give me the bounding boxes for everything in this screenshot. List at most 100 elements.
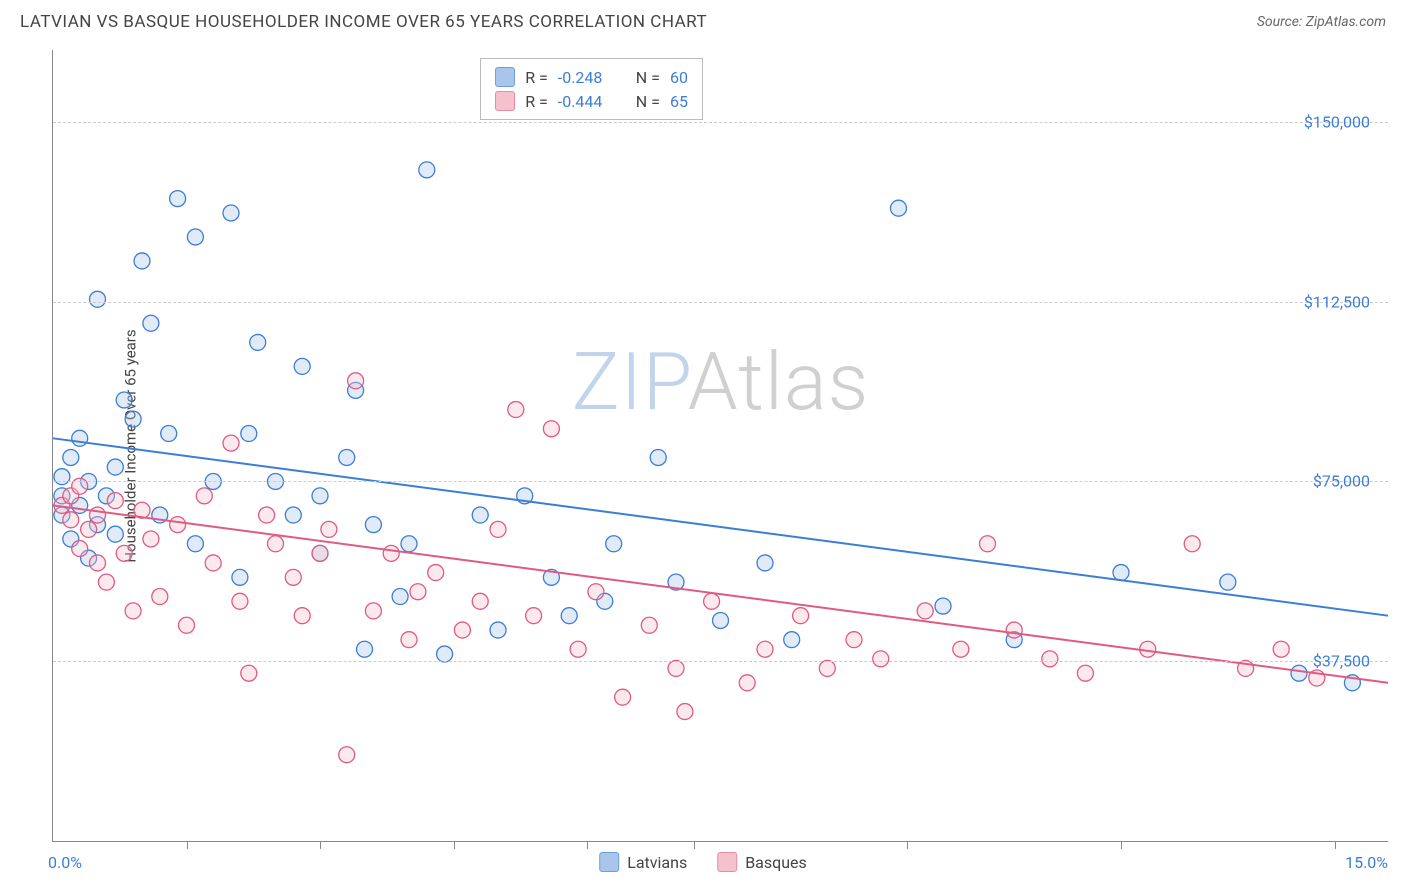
data-point (641, 617, 657, 633)
y-tick-label: $75,000 (1313, 472, 1370, 491)
data-point (179, 617, 195, 633)
data-point (241, 665, 257, 681)
chart-plot-area: ZIPAtlas R =-0.248N =60R =-0.444N =65 $3… (52, 50, 1388, 842)
data-point (125, 411, 141, 427)
data-point (561, 608, 577, 624)
data-point (268, 536, 284, 552)
data-point (757, 555, 773, 571)
data-point (846, 632, 862, 648)
data-point (365, 603, 381, 619)
y-tick-label: $150,000 (1304, 112, 1370, 131)
data-point (294, 608, 310, 624)
data-point (490, 622, 506, 638)
data-point (713, 612, 729, 628)
data-point (170, 517, 186, 533)
source-attribution: Source: ZipAtlas.com (1257, 14, 1386, 30)
data-point (143, 315, 159, 331)
data-point (134, 253, 150, 269)
data-point (953, 641, 969, 657)
data-point (259, 507, 275, 523)
data-point (321, 521, 337, 537)
x-tick (1335, 841, 1336, 849)
data-point (1184, 536, 1200, 552)
data-point (606, 536, 622, 552)
gridline (53, 661, 1388, 662)
data-point (668, 660, 684, 676)
data-point (472, 507, 488, 523)
data-point (508, 402, 524, 418)
data-point (152, 589, 168, 605)
data-point (739, 675, 755, 691)
data-point (187, 229, 203, 245)
correlation-legend-row: R =-0.248N =60 (495, 67, 688, 87)
data-point (819, 660, 835, 676)
data-point (757, 641, 773, 657)
data-point (401, 536, 417, 552)
data-point (793, 608, 809, 624)
data-point (490, 521, 506, 537)
data-point (90, 555, 106, 571)
data-point (348, 373, 364, 389)
data-point (294, 358, 310, 374)
chart-title: LATVIAN VS BASQUE HOUSEHOLDER INCOME OVE… (20, 12, 707, 32)
n-value: 60 (670, 68, 688, 87)
data-point (107, 493, 123, 509)
gridline (53, 122, 1388, 123)
data-point (161, 426, 177, 442)
x-tick (1121, 841, 1122, 849)
r-value: -0.444 (558, 92, 614, 111)
data-point (63, 449, 79, 465)
data-point (223, 435, 239, 451)
data-point (107, 459, 123, 475)
data-point (312, 545, 328, 561)
n-value: 65 (670, 92, 688, 111)
data-point (365, 517, 381, 533)
data-point (63, 512, 79, 528)
data-point (1006, 622, 1022, 638)
legend-swatch (495, 91, 515, 111)
y-tick-label: $112,500 (1304, 292, 1370, 311)
data-point (125, 603, 141, 619)
trend-line (53, 505, 1388, 682)
data-point (570, 641, 586, 657)
data-point (784, 632, 800, 648)
data-point (917, 603, 933, 619)
legend-swatch (495, 67, 515, 87)
data-point (312, 488, 328, 504)
data-point (107, 526, 123, 542)
data-point (90, 291, 106, 307)
source-value: ZipAtlas.com (1306, 14, 1386, 30)
data-point (383, 545, 399, 561)
x-tick (454, 841, 455, 849)
data-point (1220, 574, 1236, 590)
data-point (170, 191, 186, 207)
legend-swatch (717, 852, 737, 872)
data-point (285, 569, 301, 585)
data-point (704, 593, 720, 609)
data-point (526, 608, 542, 624)
x-tick (694, 841, 695, 849)
data-point (90, 507, 106, 523)
data-point (392, 589, 408, 605)
series-legend: LatviansBasques (599, 852, 807, 872)
data-point (588, 584, 604, 600)
data-point (285, 507, 301, 523)
data-point (1273, 641, 1289, 657)
source-label: Source: (1257, 14, 1302, 30)
y-tick-label: $37,500 (1313, 652, 1370, 671)
data-point (187, 536, 203, 552)
data-point (543, 421, 559, 437)
r-value: -0.248 (558, 68, 614, 87)
data-point (232, 569, 248, 585)
n-label: N = (636, 68, 660, 87)
data-point (410, 584, 426, 600)
data-point (615, 689, 631, 705)
data-point (98, 574, 114, 590)
data-point (196, 488, 212, 504)
data-point (1077, 665, 1093, 681)
x-tick (907, 841, 908, 849)
data-point (677, 704, 693, 720)
correlation-legend: R =-0.248N =60R =-0.444N =65 (480, 58, 703, 120)
data-point (1291, 665, 1307, 681)
gridline (53, 302, 1388, 303)
